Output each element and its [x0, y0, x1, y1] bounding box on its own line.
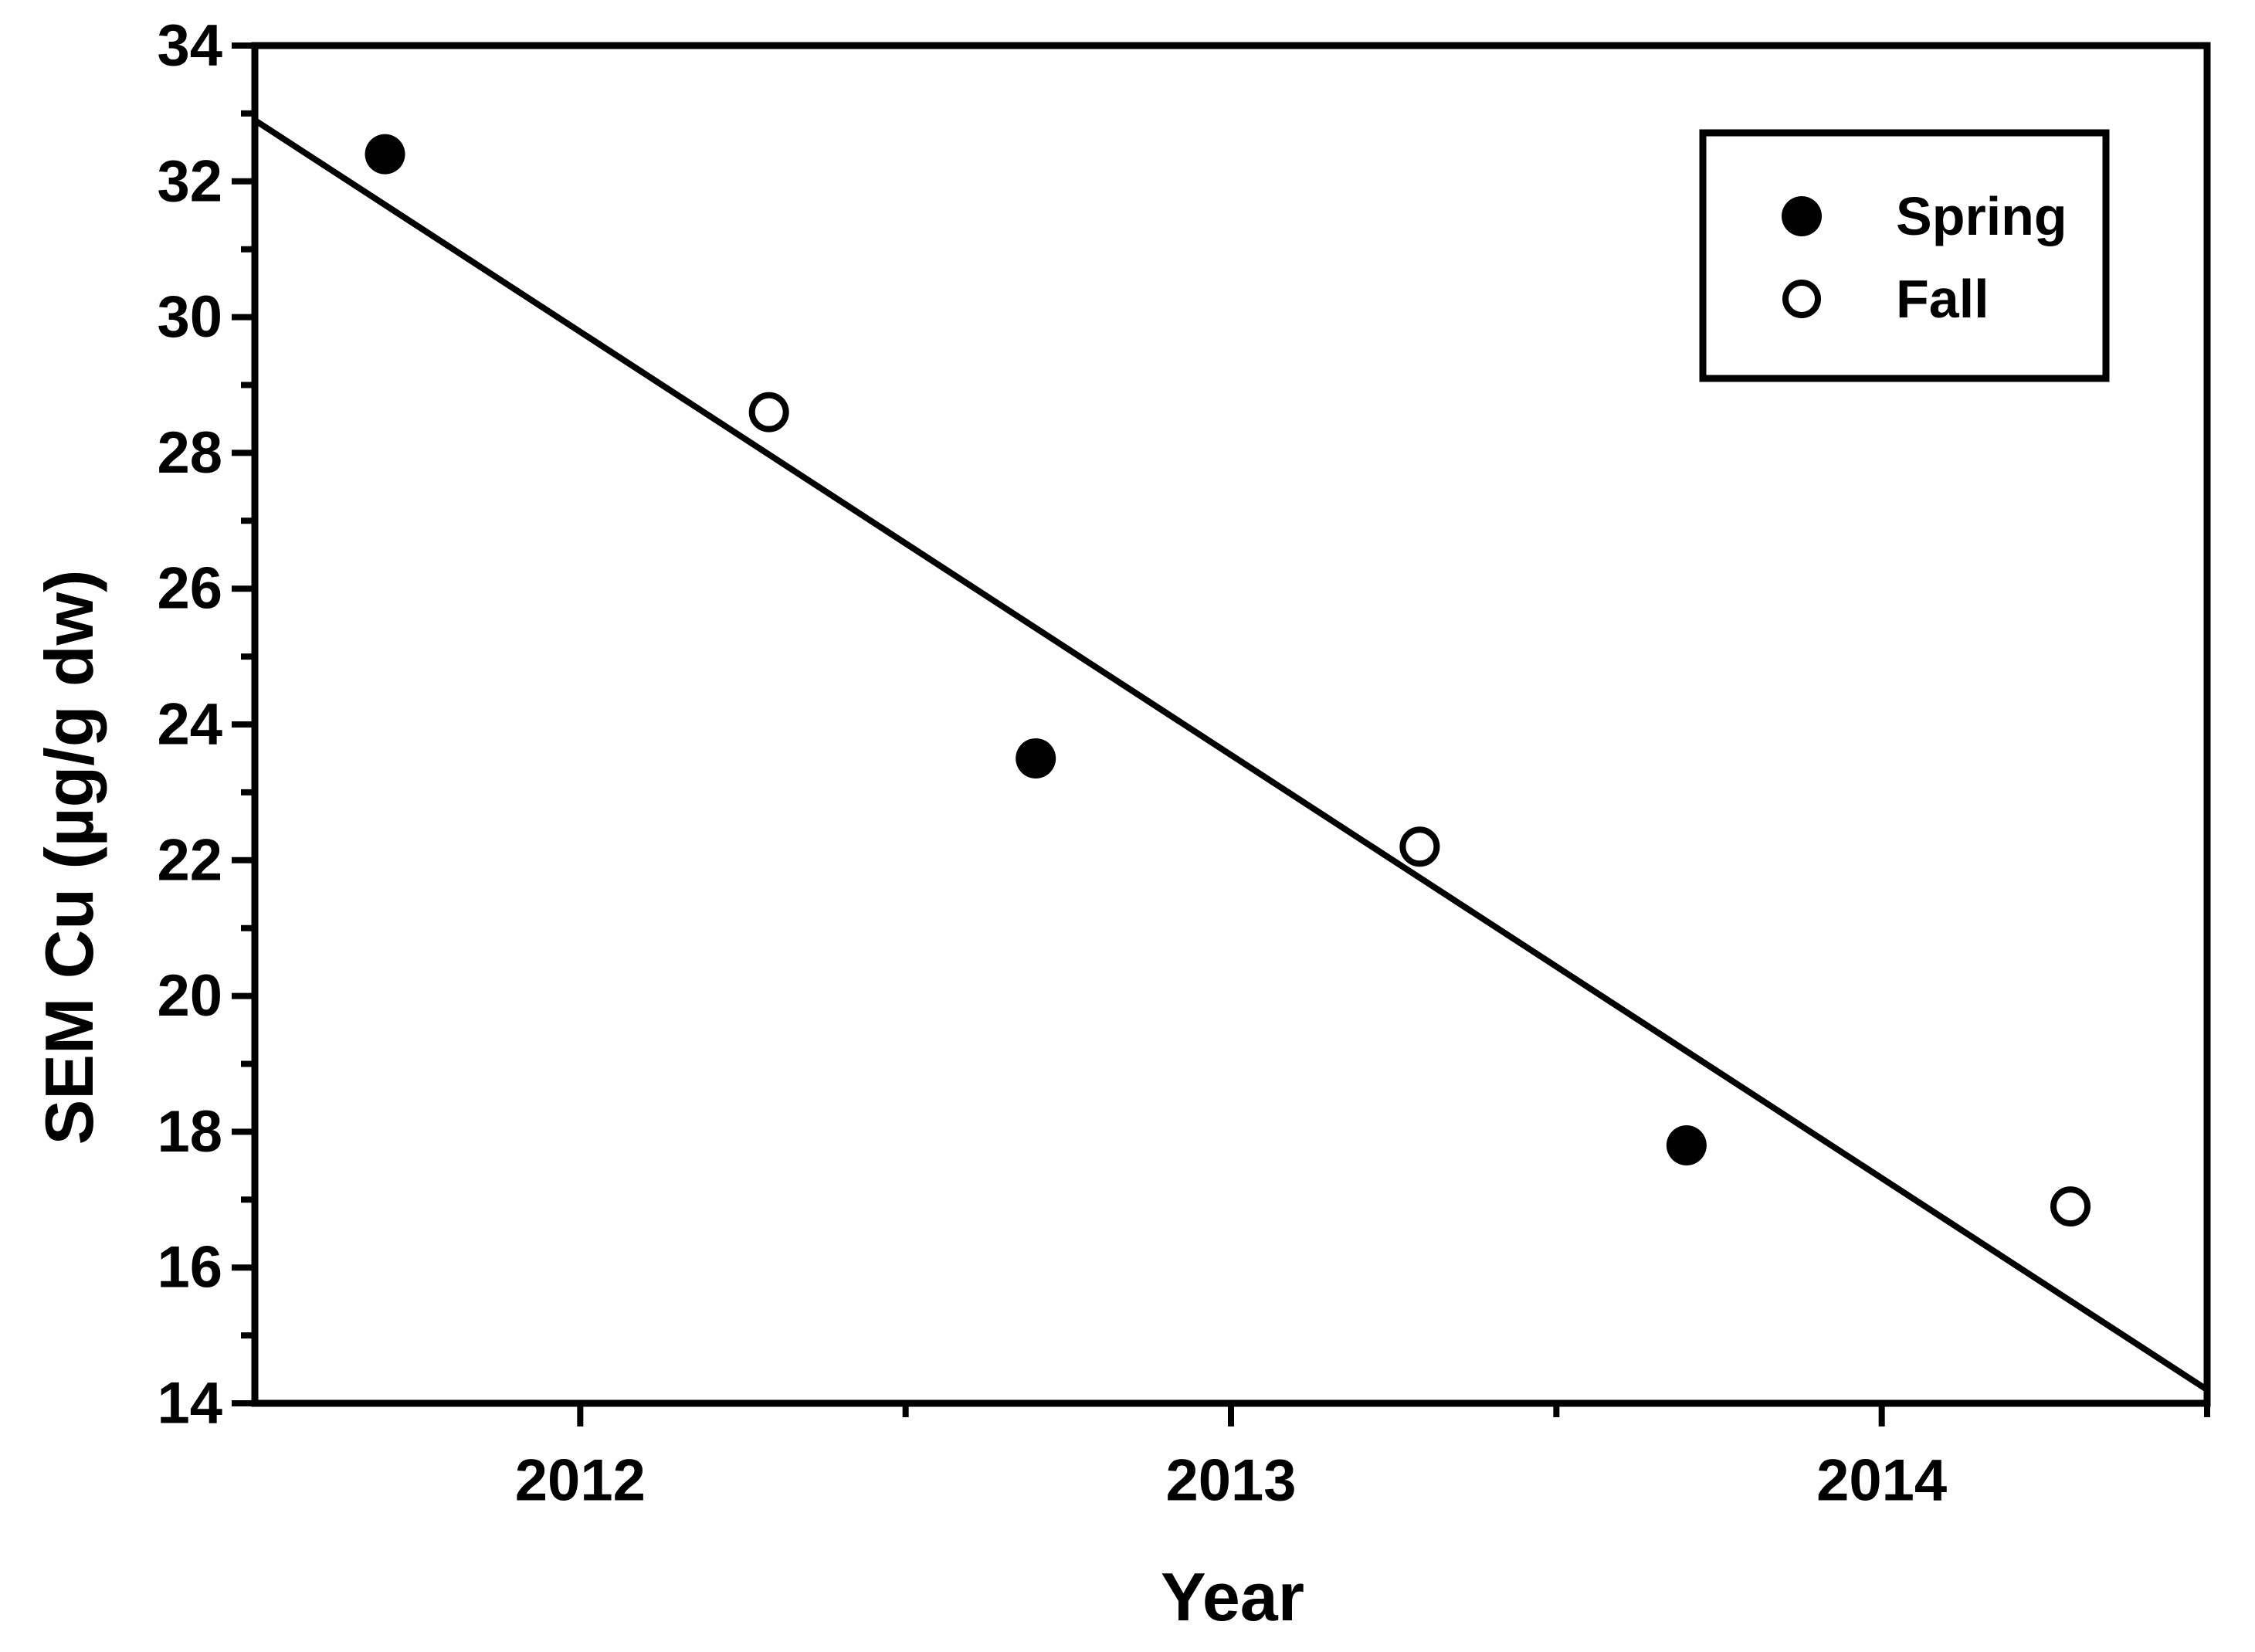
regression-trendline [253, 117, 2209, 1392]
y-tick-label: 20 [157, 963, 222, 1029]
x-tick-label: 2013 [1165, 1448, 1296, 1514]
y-tick-label: 16 [157, 1235, 222, 1301]
data-point-spring [365, 134, 405, 175]
y-tick-label: 26 [157, 556, 222, 622]
y-tick-label: 28 [157, 420, 222, 486]
y-tick-label: 18 [157, 1099, 222, 1165]
x-axis-title: Year [1161, 1559, 1304, 1635]
y-axis-tick-labels: 34 32 30 28 26 24 22 20 18 16 14 [157, 13, 222, 1437]
data-point-spring [1016, 738, 1056, 779]
y-tick-label: 14 [157, 1371, 222, 1437]
y-tick-label: 30 [157, 284, 222, 350]
legend-border [1699, 129, 2110, 382]
y-tick-label: 34 [157, 13, 222, 79]
data-point-spring [1666, 1125, 1707, 1165]
y-tick-label: 22 [157, 827, 222, 893]
x-axis-tick-labels: 2012 2013 2014 [515, 1448, 1947, 1514]
y-axis-ticks [232, 42, 255, 1406]
x-axis-ticks [577, 1403, 2210, 1426]
x-tick-label: 2012 [515, 1448, 646, 1514]
y-axis-title: SEM Cu (µg/g dw) [31, 570, 107, 1145]
legend-label-fall: Fall [1896, 269, 1989, 329]
data-point-fall [748, 392, 789, 433]
data-point-fall [2050, 1186, 2091, 1227]
y-tick-label: 24 [157, 692, 222, 758]
legend-box: Spring Fall [1699, 129, 2110, 382]
data-points [365, 134, 2091, 1227]
legend-marker-spring-filled-circle-icon [1782, 196, 1822, 236]
legend-marker-fall-open-circle-icon [1782, 280, 1821, 318]
data-point-fall [1399, 826, 1440, 867]
y-tick-label: 32 [157, 148, 222, 214]
legend-label-spring: Spring [1896, 186, 2067, 246]
x-tick-label: 2014 [1816, 1448, 1947, 1514]
